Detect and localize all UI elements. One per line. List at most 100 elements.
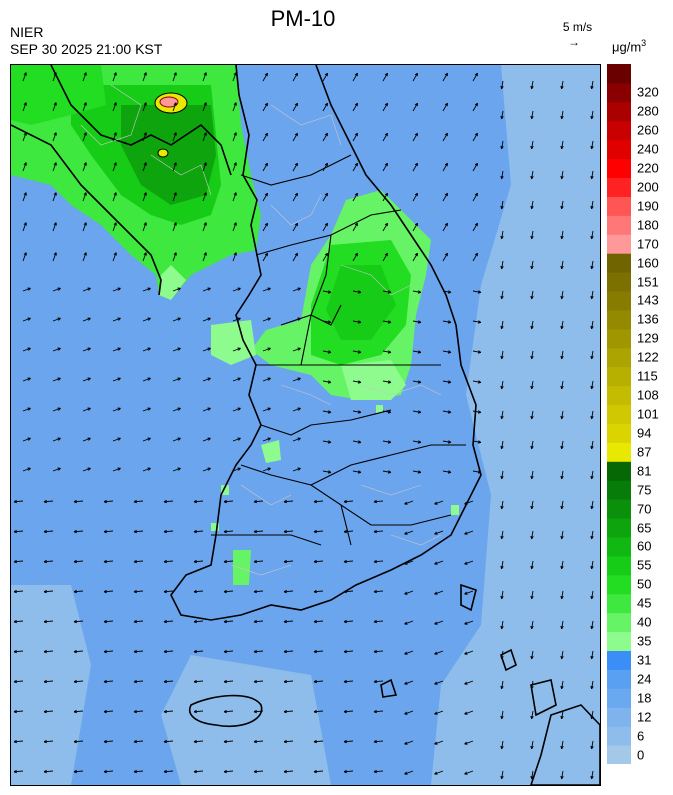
wind-arrow bbox=[501, 80, 504, 89]
wind-arrow-head bbox=[264, 162, 268, 166]
wind-arrow-head bbox=[531, 746, 534, 750]
wind-arrow bbox=[13, 500, 24, 503]
wind-arrow bbox=[313, 560, 324, 563]
wind-arrow bbox=[202, 252, 207, 262]
wind-arrow bbox=[412, 192, 418, 202]
wind-arrow-head bbox=[73, 711, 78, 714]
wind-arrow bbox=[434, 500, 444, 505]
wind-arrow bbox=[142, 192, 147, 202]
wind-arrow bbox=[232, 192, 237, 202]
wind-arrow bbox=[13, 770, 24, 773]
wind-arrow bbox=[464, 680, 474, 685]
wind-arrow bbox=[501, 710, 504, 719]
wind-arrow bbox=[404, 710, 414, 715]
wind-arrow bbox=[292, 72, 298, 82]
colorbar-tick-label: 55 bbox=[637, 557, 652, 573]
wind-arrow bbox=[22, 347, 31, 352]
colorbar-tick-label: 12 bbox=[637, 709, 652, 725]
wind-arrow-head bbox=[501, 626, 504, 630]
wind-arrow-head bbox=[591, 596, 594, 600]
wind-arrow bbox=[232, 467, 241, 472]
wind-arrow-head bbox=[203, 162, 207, 165]
wind-arrow bbox=[322, 470, 331, 473]
wind-arrow-head bbox=[561, 356, 564, 360]
wind-arrow bbox=[501, 620, 504, 629]
wind-arrow-head bbox=[23, 192, 27, 195]
wind-arrow-head bbox=[474, 162, 478, 166]
wind-arrow bbox=[434, 530, 444, 535]
wind-arrow bbox=[412, 132, 418, 142]
colorbar-band bbox=[607, 385, 631, 406]
wind-arrow bbox=[112, 407, 121, 412]
wind-arrow bbox=[262, 132, 268, 142]
unit-label: μg/m3 bbox=[612, 38, 646, 54]
wind-arrow bbox=[52, 102, 57, 112]
wind-arrow bbox=[561, 110, 564, 119]
wind-arrow bbox=[253, 530, 264, 533]
wind-arrow-head bbox=[313, 621, 318, 624]
wind-arrow-head bbox=[253, 591, 258, 594]
colorbar-band bbox=[607, 461, 631, 481]
wind-arrow bbox=[82, 132, 87, 142]
colorbar-tick-label: 87 bbox=[637, 444, 652, 460]
wind-arrow-head bbox=[253, 531, 258, 534]
wind-vectors bbox=[13, 72, 594, 780]
wind-arrow-head bbox=[414, 162, 418, 166]
wind-arrow-head bbox=[233, 222, 237, 225]
wind-arrow bbox=[412, 320, 421, 323]
wind-arrow bbox=[202, 347, 211, 352]
wind-arrow bbox=[382, 410, 391, 413]
wind-arrow-head bbox=[591, 536, 594, 540]
wind-arrow-head bbox=[283, 591, 288, 594]
wind-arrow-head bbox=[474, 192, 478, 196]
wind-arrow-head bbox=[561, 596, 564, 600]
wind-arrow-head bbox=[23, 72, 27, 75]
wind-arrow-head bbox=[23, 162, 27, 165]
wind-arrow bbox=[142, 467, 151, 472]
wind-arrow bbox=[172, 437, 181, 442]
wind-arrow bbox=[531, 770, 534, 779]
wind-arrow-head bbox=[203, 192, 207, 195]
wind-arrow bbox=[434, 740, 444, 745]
wind-arrow bbox=[22, 407, 31, 412]
wind-arrow bbox=[112, 377, 121, 382]
wind-arrow-head bbox=[591, 386, 594, 390]
wind-arrow-head bbox=[561, 476, 564, 480]
wind-arrow-head bbox=[223, 621, 228, 624]
wind-arrow bbox=[22, 192, 27, 202]
wind-arrow bbox=[163, 710, 174, 713]
wind-arrow-head bbox=[501, 356, 504, 360]
wind-arrow bbox=[163, 530, 174, 533]
wind-arrow-head bbox=[501, 446, 504, 450]
wind-arrow bbox=[472, 410, 481, 413]
wind-arrow bbox=[501, 650, 504, 659]
wind-arrow-head bbox=[343, 651, 348, 654]
wind-arrow bbox=[313, 500, 324, 503]
wind-arrow bbox=[501, 290, 504, 299]
wind-arrow bbox=[13, 740, 24, 743]
wind-arrow bbox=[442, 320, 451, 323]
wind-arrow-head bbox=[43, 531, 48, 534]
colorbar-tick-label: 260 bbox=[637, 122, 659, 138]
wind-arrow bbox=[352, 162, 358, 172]
wind-arrow bbox=[531, 500, 534, 509]
wind-arrow-head bbox=[294, 102, 298, 106]
wind-arrow-head bbox=[478, 290, 482, 293]
wind-arrow-head bbox=[73, 501, 78, 504]
wind-arrow-head bbox=[591, 686, 594, 690]
colorbar-tick-label: 75 bbox=[637, 482, 652, 498]
wind-arrow-head bbox=[474, 222, 478, 226]
colorbar-band bbox=[607, 499, 631, 519]
chart-title: PM-10 bbox=[270, 6, 336, 31]
wind-arrow bbox=[531, 470, 534, 479]
wind-arrow-head bbox=[531, 776, 534, 780]
wind-arrow bbox=[82, 377, 91, 382]
wind-arrow-head bbox=[294, 222, 298, 226]
wind-arrow bbox=[591, 500, 594, 509]
wind-arrow bbox=[292, 102, 298, 112]
wind-arrow-head bbox=[531, 716, 534, 720]
wind-arrow bbox=[292, 287, 301, 292]
wind-arrow-head bbox=[73, 621, 78, 624]
wind-arrow bbox=[531, 440, 534, 449]
district-boundaries bbox=[80, 84, 442, 576]
